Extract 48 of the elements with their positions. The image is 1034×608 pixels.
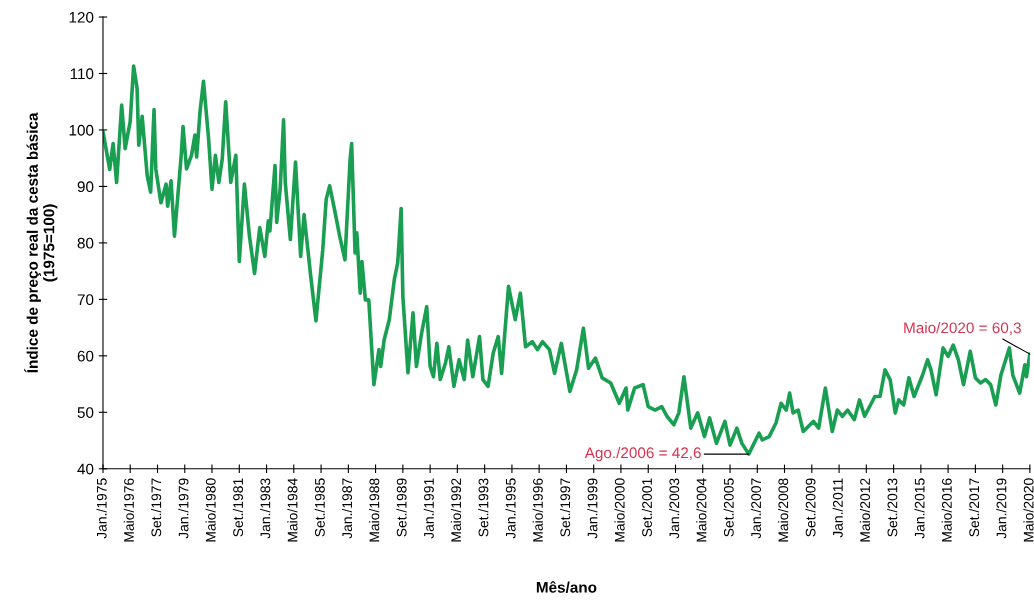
x-tick-label: Set./2005	[723, 478, 734, 537]
x-tick-label: Jan./1979	[178, 478, 189, 539]
x-tick-label: Maio/2016	[941, 478, 952, 542]
x-tick-label: Jan./2003	[669, 478, 680, 539]
y-tick-label: 50	[77, 407, 94, 418]
x-tick-label: Jan./2015	[914, 478, 925, 539]
x-tick-label: Jan./2019	[996, 478, 1007, 539]
x-tick-label: Maio/1988	[369, 478, 380, 542]
x-tick-label: Jan./1995	[505, 478, 516, 539]
annotation: Maio/2020 = 60,3	[904, 322, 1021, 336]
annotation: Ago./2006 = 42,6	[584, 446, 701, 462]
x-tick-label: Maio/2008	[778, 478, 789, 542]
x-tick-label: Jan./1983	[260, 478, 271, 539]
x-tick-label: Jan./1991	[423, 478, 434, 539]
y-tick-label: 110	[70, 68, 94, 80]
y-tick-label: 120	[69, 11, 94, 23]
x-tick-label: Maio/1992	[450, 478, 462, 542]
y-tick-label: 60	[77, 350, 94, 362]
x-tick-label: Set./2001	[641, 478, 652, 537]
x-tick-label: Maio/2012	[859, 478, 871, 542]
x-tick-label: Jan./1999	[587, 478, 598, 539]
x-tick-label: Set./2013	[887, 478, 898, 537]
y-tick-label: 40	[77, 463, 94, 475]
x-tick-label: Maio/2004	[696, 478, 707, 542]
x-tick-label: Maio/1976	[123, 478, 134, 542]
y-tick-label: 80	[77, 237, 94, 249]
x-tick-label: Set./2017	[968, 478, 980, 537]
x-tick-label: Maio/1980	[205, 478, 216, 542]
x-tick-label: Maio/2000	[614, 478, 625, 542]
x-tick-label: Set./1997	[559, 478, 571, 537]
x-tick-label: Maio/2020	[1023, 478, 1034, 542]
x-tick-label: Jan./1987	[341, 478, 353, 539]
y-axis-title: Índice de preço real da cesta básica (1975=100)	[24, 112, 58, 373]
x-tick-label: Set./2009	[805, 478, 816, 537]
x-tick-label: Set./1985	[314, 478, 325, 537]
x-tick-label: Set./1993	[478, 478, 489, 537]
x-tick-label: Set./1977	[151, 478, 162, 537]
x-tick-label: Maio/1984	[287, 478, 298, 542]
x-tick-label: Set./1981	[232, 478, 244, 537]
x-tick-label: Maio/1996	[532, 478, 543, 542]
x-tick-label: Jan./2011	[832, 478, 843, 538]
x-axis-title: Mês/ano	[536, 581, 597, 593]
y-tick-label: 100	[69, 124, 94, 136]
y-tick-label: 90	[77, 181, 94, 193]
y-tick-label: 70	[77, 294, 94, 306]
x-tick-label: Set./1989	[396, 478, 407, 537]
x-tick-label: Jan./2007	[750, 478, 762, 539]
x-tick-label: Jan./1975	[96, 478, 107, 539]
